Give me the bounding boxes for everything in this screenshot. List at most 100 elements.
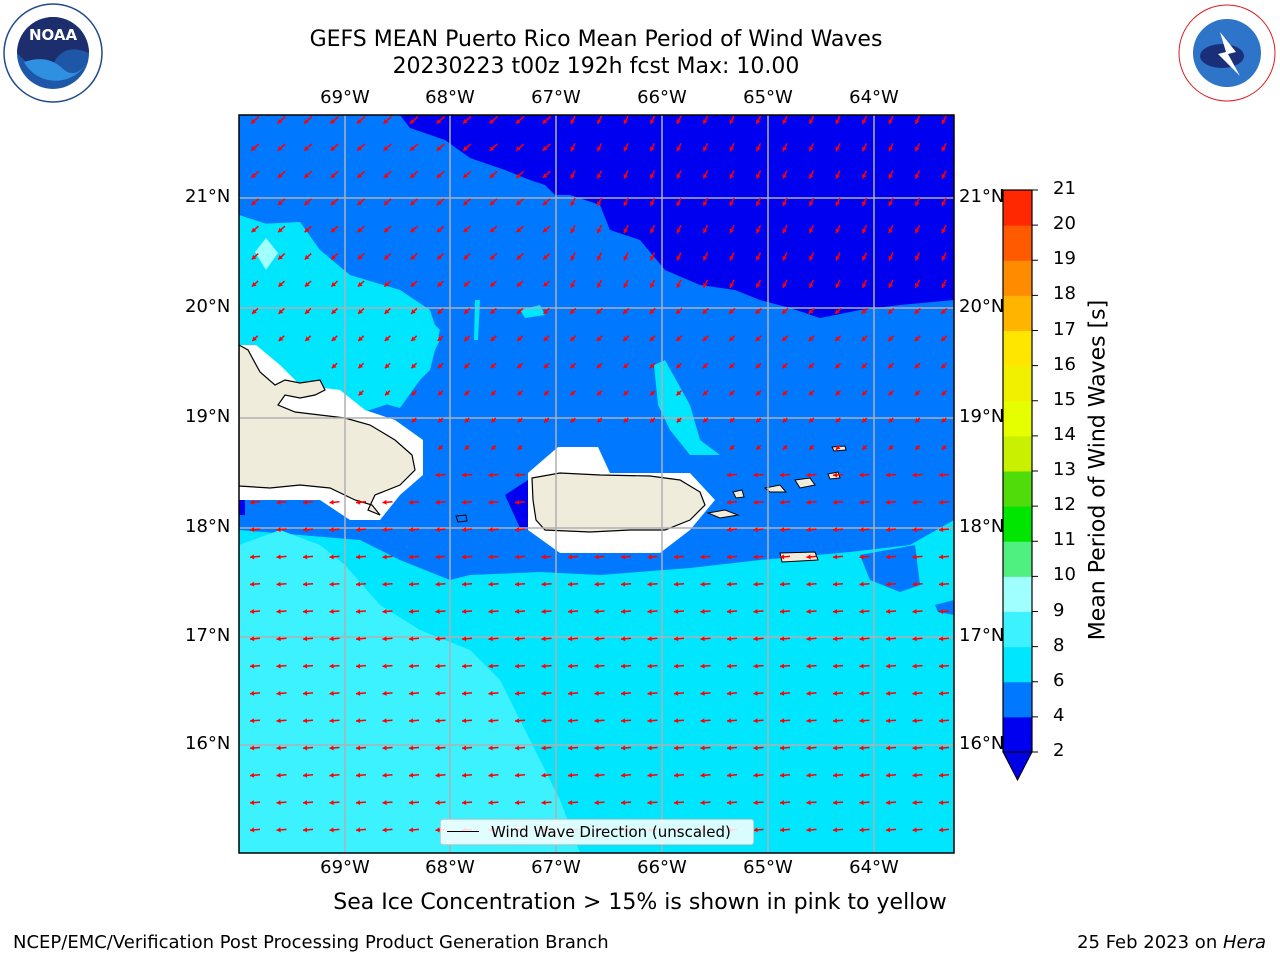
wave-direction-arrowhead <box>276 772 281 778</box>
wave-direction-arrowhead <box>676 283 682 288</box>
wave-direction-arrowhead <box>515 718 520 724</box>
wave-direction-arrowhead <box>568 690 573 696</box>
wave-direction-arrowhead <box>409 745 414 751</box>
wave-direction-arrowhead <box>356 663 361 669</box>
wave-direction-arrowhead <box>462 690 467 696</box>
wave-direction-arrowhead <box>782 309 787 314</box>
wave-direction-arrowhead <box>488 636 493 642</box>
colorbar-tick-label: 8 <box>1053 634 1065 656</box>
wave-direction-arrowhead <box>543 282 549 287</box>
wave-direction-arrowhead <box>809 445 814 450</box>
footer-date-text: 25 Feb 2023 on <box>1077 932 1223 953</box>
wave-direction-arrowhead <box>806 772 811 778</box>
wave-direction-arrowhead <box>462 718 467 724</box>
wave-direction-arrowhead <box>463 254 469 260</box>
wave-direction-arrowhead <box>912 800 917 806</box>
wave-direction-arrowhead <box>859 800 864 806</box>
footer-host: Hera <box>1222 932 1266 953</box>
wave-direction-arrowhead <box>437 363 443 369</box>
wave-direction-arrowhead <box>568 554 573 560</box>
wave-direction-arrowhead <box>409 663 414 669</box>
wave-direction-arrowhead <box>753 745 758 751</box>
wave-direction-arrowhead <box>756 255 761 261</box>
wave-direction-arrowhead <box>489 118 495 124</box>
colorbar-tick-label: 10 <box>1053 564 1076 586</box>
wave-direction-arrowhead <box>674 581 679 587</box>
wave-direction-arrowhead <box>329 772 334 778</box>
wave-direction-arrowhead <box>941 146 947 152</box>
wave-direction-arrowhead <box>782 363 788 369</box>
wave-direction-arrowhead <box>570 336 575 341</box>
wave-direction-arrowhead <box>330 118 336 124</box>
wave-direction-arrowhead <box>753 663 758 669</box>
wave-direction-arrowhead <box>886 554 891 560</box>
wave-direction-arrowhead <box>756 283 761 288</box>
wave-direction-arrowhead <box>542 118 548 124</box>
wave-direction-arrowhead <box>912 581 917 587</box>
wave-direction-arrowhead <box>676 390 682 396</box>
wave-direction-arrowhead <box>542 200 548 206</box>
wave-direction-arrowhead <box>541 581 546 587</box>
wave-direction-arrowhead <box>462 554 467 560</box>
wave-direction-arrowhead <box>623 255 629 261</box>
wave-direction-arrowhead <box>251 254 257 260</box>
wave-direction-arrowhead <box>277 173 283 178</box>
wave-direction-arrowhead <box>435 772 440 778</box>
wave-direction-arrowhead <box>488 499 493 505</box>
wave-direction-arrowhead <box>464 445 470 450</box>
wave-direction-arrowhead <box>729 201 735 206</box>
wave-direction-arrowhead <box>303 527 308 533</box>
wave-direction-arrowhead <box>384 254 389 260</box>
wave-direction-arrowhead <box>597 417 602 423</box>
wave-direction-arrowhead <box>382 718 387 724</box>
wave-direction-arrowhead <box>596 336 602 341</box>
wave-direction-arrowhead <box>410 118 415 124</box>
wave-direction-arrowhead <box>329 745 334 751</box>
wave-direction-arrowhead <box>941 201 947 206</box>
colorbar-tick-label: 4 <box>1053 704 1065 726</box>
wave-direction-arrowhead <box>806 581 811 587</box>
wave-direction-arrowhead <box>806 636 811 642</box>
wave-direction-arrowhead <box>329 663 334 669</box>
wave-direction-arrowhead <box>437 282 443 287</box>
lon-label: 64°W <box>849 857 899 878</box>
colorbar-segment <box>1003 646 1032 683</box>
wave-direction-arrowhead <box>914 309 920 314</box>
wave-direction-arrowhead <box>382 608 387 614</box>
wave-direction-arrowhead <box>384 227 389 233</box>
wave-direction-arrowhead <box>594 608 599 614</box>
wave-direction-arrowhead <box>780 554 785 560</box>
wave-direction-arrowhead <box>356 718 361 724</box>
wave-direction-arrowhead <box>597 283 602 288</box>
wave-direction-arrowhead <box>623 283 629 288</box>
wave-direction-arrowhead <box>329 527 334 533</box>
wave-direction-arrowhead <box>806 745 811 751</box>
colorbar-segment <box>1003 225 1032 261</box>
wave-direction-arrowhead <box>329 690 334 696</box>
wave-direction-arrowhead <box>488 581 493 587</box>
wave-direction-arrowhead <box>331 363 337 369</box>
wave-direction-arrowhead <box>888 119 894 124</box>
wave-direction-arrowhead <box>250 718 255 724</box>
wave-direction-arrowhead <box>357 173 362 178</box>
wave-direction-arrowhead <box>729 119 735 124</box>
wave-direction-arrowhead <box>833 636 838 642</box>
wave-direction-arrowhead <box>647 772 652 778</box>
wave-direction-arrowhead <box>700 663 705 669</box>
wave-direction-arrowhead <box>703 283 708 288</box>
wave-direction-arrowhead <box>939 690 944 696</box>
wave-direction-arrowhead <box>727 636 732 642</box>
wave-direction-arrowhead <box>623 119 629 124</box>
wave-direction-arrowhead <box>568 800 573 806</box>
wave-direction-arrowhead <box>806 690 811 696</box>
wave-direction-arrowhead <box>700 772 705 778</box>
wave-direction-arrowhead <box>330 200 336 206</box>
wave-direction-arrowhead <box>729 228 735 234</box>
wave-direction-arrowhead <box>331 227 336 233</box>
wave-direction-arrowhead <box>594 772 599 778</box>
wave-direction-arrowhead <box>570 363 576 369</box>
wave-direction-arrowhead <box>809 255 814 261</box>
wave-direction-arrowhead <box>542 173 548 178</box>
wave-direction-arrowhead <box>886 527 891 533</box>
wave-direction-arrowhead <box>753 718 758 724</box>
